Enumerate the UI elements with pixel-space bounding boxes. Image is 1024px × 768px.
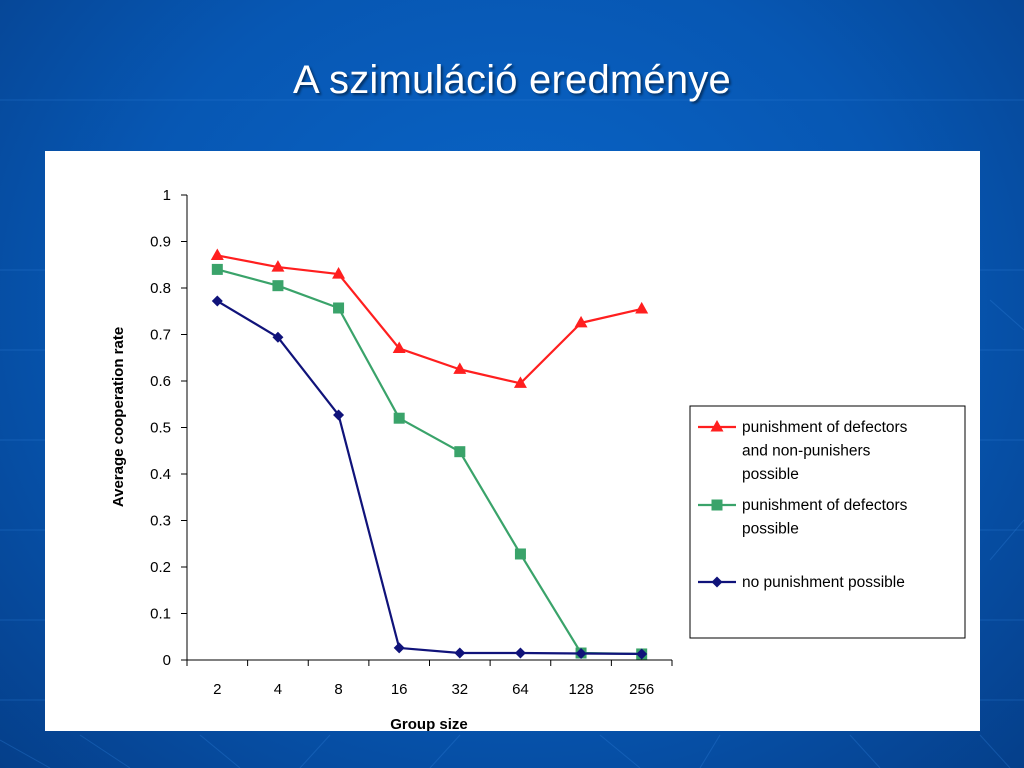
data-point [514,548,526,560]
legend-box [689,405,966,639]
data-point [393,412,405,424]
series-line [216,300,642,656]
data-point [392,341,406,353]
x-tick-label: 256 [629,681,654,698]
data-point [454,446,466,458]
data-point [393,642,405,654]
x-axis-ticks: 2 4 8 16 32 64 128 256 [186,660,673,698]
x-tick-label: 64 [512,681,529,698]
legend-marker-diamond-icon [711,576,723,588]
series-line [217,254,642,385]
data-point [272,331,284,343]
legend-label: possible [742,466,799,483]
line-chart: 0 0.1 0.2 0.3 0.4 0.5 0.6 0.7 0.8 0.9 1 2 4 8 16 32 64 1… [110,187,966,731]
x-tick-label: 16 [391,681,408,698]
y-tick-label: 1 [163,187,171,204]
y-tick-label: 0.4 [150,466,171,483]
data-point [453,362,467,374]
x-axis-title: Group size [390,716,468,731]
series-3 [211,295,648,660]
x-tick-label: 8 [334,681,342,698]
y-tick-label: 0.6 [150,373,171,390]
data-point [272,280,284,292]
y-tick-label: 0 [163,652,171,669]
data-point [454,647,466,659]
data-point [211,295,223,307]
data-point [211,263,223,275]
data-point [575,647,587,659]
y-tick-label: 0.9 [150,234,171,251]
slide-title: A szimuláció eredménye [293,58,731,102]
data-point [333,302,345,314]
legend-entry-1: punishment of defectors and non-punishers… [698,419,908,483]
series-line [217,268,642,656]
y-tick-label: 0.8 [150,280,171,297]
x-tick-label: 128 [569,681,594,698]
data-point [514,647,526,659]
data-point [271,260,285,272]
chart-panel: 0 0.1 0.2 0.3 0.4 0.5 0.6 0.7 0.8 0.9 1 2 4 8 16 32 64 1… [45,151,980,731]
y-tick-label: 0.1 [150,606,171,623]
legend-label: no punishment possible [742,574,905,591]
y-axis-title: Average cooperation rate [110,327,127,507]
y-tick-label: 0.2 [150,559,171,576]
data-point [210,248,224,260]
series-1 [210,248,649,388]
y-tick-label: 0.5 [150,420,171,437]
legend-entry-2: punishment of defectors possible [698,497,908,538]
data-point [333,409,345,421]
legend-label: punishment of defectors [742,419,908,436]
legend-entry-3: no punishment possible [698,574,905,591]
data-point [513,376,527,388]
x-tick-label: 2 [213,681,221,698]
y-tick-label: 0.7 [150,327,171,344]
chart-legend: punishment of defectors and non-punishers… [689,405,966,639]
y-axis-ticks: 0 0.1 0.2 0.3 0.4 0.5 0.6 0.7 0.8 0.9 1 [150,187,187,669]
legend-label: punishment of defectors [742,497,908,514]
legend-label: possible [742,521,799,538]
legend-marker-square-icon [711,499,723,511]
series-layer [210,248,649,660]
legend-label: and non-punishers [742,443,871,460]
y-tick-label: 0.3 [150,513,171,530]
data-point [332,267,346,279]
chart-axes [186,195,672,661]
legend-marker-triangle-icon [710,420,724,432]
data-point [636,648,648,660]
data-point [635,301,649,314]
data-point [574,315,588,328]
x-tick-label: 4 [274,681,282,698]
x-tick-label: 32 [451,681,468,698]
